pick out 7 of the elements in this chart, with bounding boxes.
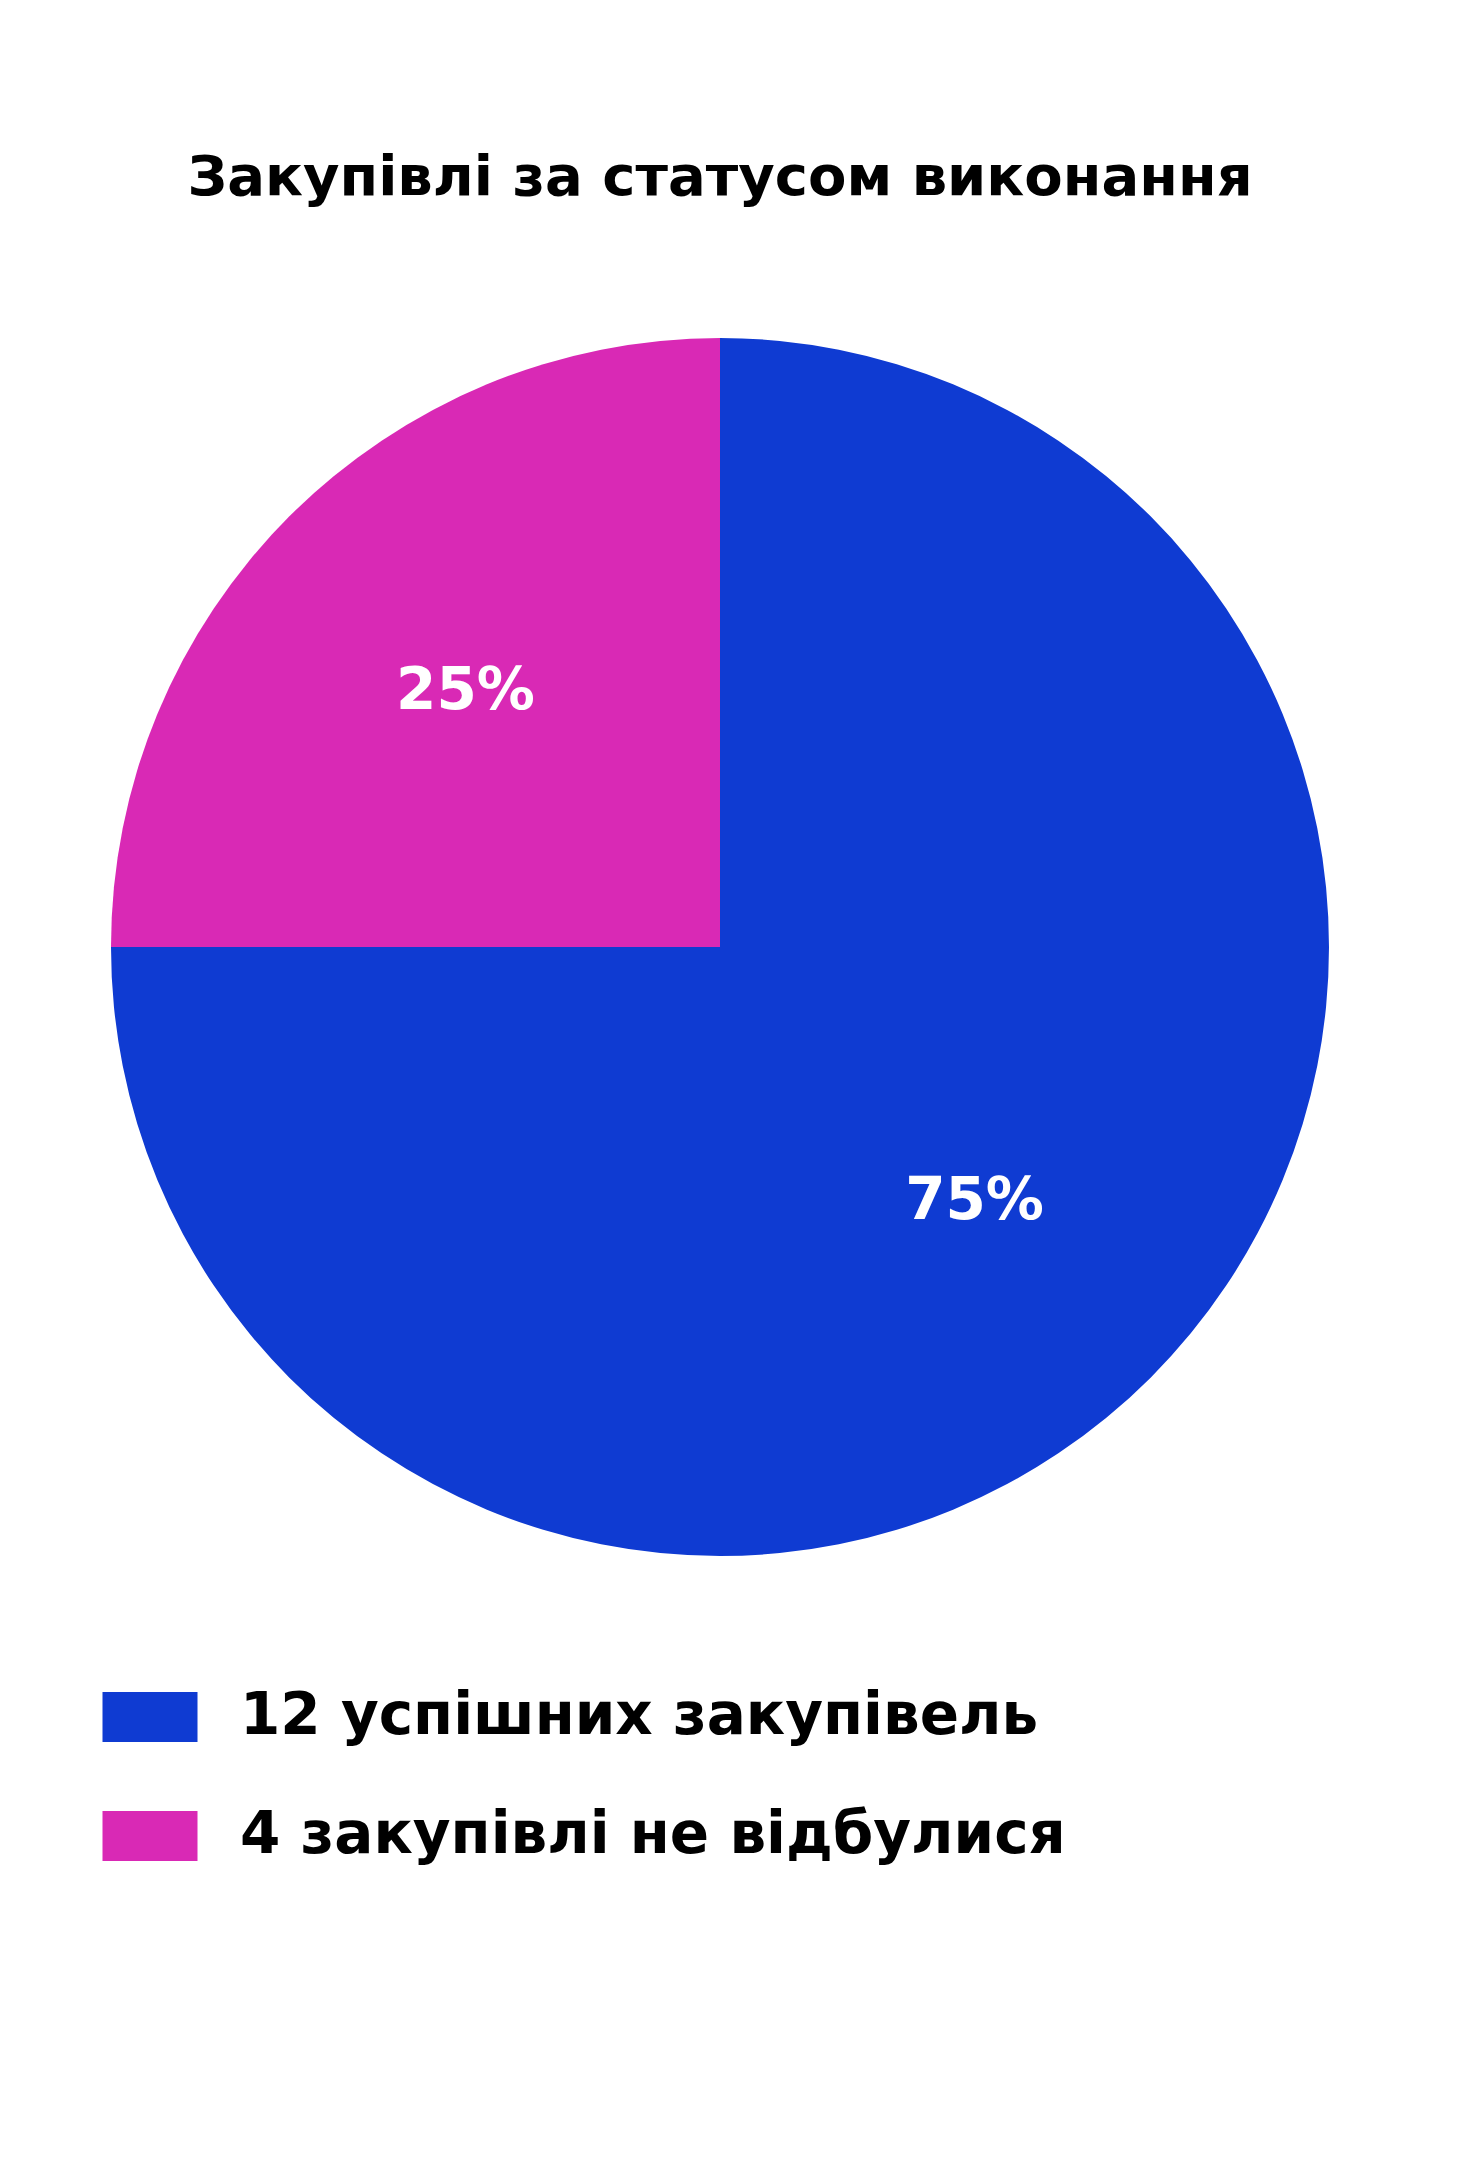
chart-title: Закупівлі за статусом виконання — [187, 143, 1253, 208]
data-label: 75% — [905, 1164, 1044, 1233]
legend-label: 4 закупівлі не відбулися — [240, 1799, 1066, 1867]
pie-slice — [111, 338, 1329, 1556]
data-label: 25% — [396, 655, 535, 724]
pie-slice — [111, 338, 720, 947]
legend-label: 12 успішних закупівель — [240, 1680, 1039, 1748]
